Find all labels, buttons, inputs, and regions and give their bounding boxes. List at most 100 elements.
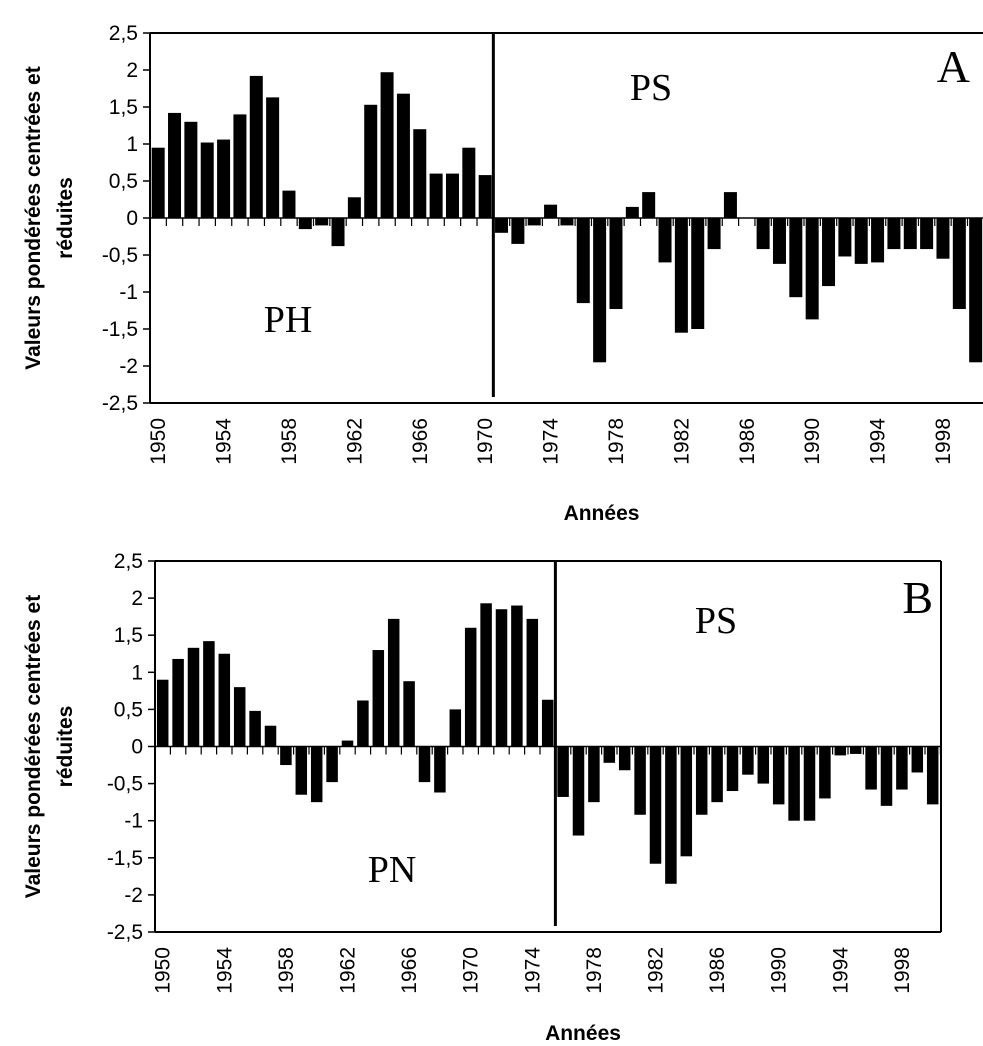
bar-1986 bbox=[711, 746, 723, 803]
bar-1993 bbox=[854, 218, 868, 264]
bar-1991 bbox=[822, 218, 836, 287]
bar-1961 bbox=[331, 218, 345, 247]
bar-1984 bbox=[680, 746, 693, 857]
bar-1963 bbox=[357, 700, 369, 747]
y-tick-label: -1 bbox=[119, 281, 138, 304]
x-tick-label: 1986 bbox=[706, 947, 729, 994]
y-tick-label: 2,5 bbox=[114, 550, 143, 573]
bar-1975 bbox=[541, 699, 554, 747]
bar-1966 bbox=[403, 681, 415, 747]
bar-1976 bbox=[576, 218, 590, 304]
bar-1950 bbox=[156, 679, 169, 747]
x-tick-label: 1958 bbox=[278, 418, 301, 465]
y-axis-title: Valeurs pondérées centrées et bbox=[22, 595, 45, 899]
y-tick-label: 2,5 bbox=[109, 22, 138, 45]
bar-1982 bbox=[649, 746, 662, 864]
bar-1965 bbox=[396, 93, 410, 218]
bar-1981 bbox=[658, 218, 672, 263]
x-tick-label: 1986 bbox=[736, 418, 759, 465]
panel-letter: A bbox=[937, 41, 970, 92]
bar-1991 bbox=[788, 746, 800, 821]
x-tick-label: 1958 bbox=[275, 947, 298, 994]
bar-1979 bbox=[603, 746, 616, 763]
bar-1982 bbox=[674, 218, 688, 333]
bar-1987 bbox=[756, 218, 770, 250]
x-tick-label: 1970 bbox=[460, 947, 483, 994]
bar-1967 bbox=[418, 746, 431, 783]
y-tick-label: -1 bbox=[124, 810, 143, 833]
bar-1956 bbox=[249, 75, 263, 218]
bar-1985 bbox=[723, 192, 737, 218]
bar-1969 bbox=[462, 147, 476, 218]
bar-1965 bbox=[387, 618, 400, 747]
bar-1958 bbox=[282, 190, 296, 218]
bar-1999 bbox=[952, 218, 966, 310]
bar-1981 bbox=[634, 746, 646, 815]
bar-1954 bbox=[218, 653, 231, 747]
y-tick-label: 0,5 bbox=[114, 698, 143, 721]
y-tick-label: 1 bbox=[131, 661, 143, 684]
bar-1969 bbox=[449, 709, 462, 747]
bar-1989 bbox=[757, 746, 770, 784]
bar-1988 bbox=[742, 746, 754, 775]
bar-1959 bbox=[295, 746, 308, 795]
chart-panel-b: 2,5 2 1,5 1 0,5 0 -0,5 -1 -1,5 -2 -2,5 1950 1954 1958… bbox=[22, 550, 942, 1045]
y-tick-label: 2 bbox=[131, 587, 143, 610]
y-tick-label: 1 bbox=[126, 133, 138, 156]
x-tick-label: 1962 bbox=[343, 418, 366, 465]
y-tick-label: -2 bbox=[119, 355, 138, 378]
bar-1953 bbox=[203, 641, 215, 747]
bar-1972 bbox=[511, 218, 525, 244]
bar-1962 bbox=[347, 197, 361, 218]
x-tick-label: 1954 bbox=[213, 418, 236, 465]
bar-1987 bbox=[726, 746, 739, 792]
bar-1992 bbox=[803, 746, 816, 821]
bar-1951 bbox=[172, 658, 184, 747]
y-tick-label: 1,5 bbox=[109, 96, 138, 119]
bar-1977 bbox=[593, 218, 607, 363]
bar-1970 bbox=[478, 175, 492, 218]
bar-1996 bbox=[865, 746, 877, 790]
bar-1962 bbox=[341, 740, 354, 747]
bar-1968 bbox=[445, 173, 459, 218]
bar-1955 bbox=[233, 114, 247, 218]
panel-letter: B bbox=[902, 572, 933, 623]
bar-1957 bbox=[264, 725, 277, 747]
bar-1996 bbox=[903, 218, 917, 250]
y-tick-label: -0,5 bbox=[107, 773, 143, 796]
bar-1980 bbox=[642, 192, 656, 218]
x-axis-title: Années bbox=[545, 1022, 621, 1045]
y-axis-title: réduites bbox=[54, 706, 77, 788]
bar-1953 bbox=[200, 142, 214, 218]
bar-1968 bbox=[434, 746, 446, 793]
bar-1997 bbox=[880, 746, 893, 806]
bar-1956 bbox=[249, 710, 261, 747]
x-tick-label: 1990 bbox=[801, 418, 824, 465]
y-tick-label: -0,5 bbox=[102, 244, 138, 267]
x-tick-label: 1954 bbox=[213, 947, 236, 994]
x-tick-label: 1978 bbox=[583, 947, 606, 994]
bar-1971 bbox=[480, 603, 492, 747]
y-tick-label: -1,5 bbox=[107, 847, 143, 870]
bar-1985 bbox=[695, 746, 708, 815]
x-tick-label: 1998 bbox=[891, 947, 914, 994]
x-tick-label: 1994 bbox=[867, 418, 890, 465]
bar-1961 bbox=[326, 746, 338, 783]
bar-1974 bbox=[544, 204, 558, 218]
x-tick-label: 1966 bbox=[409, 418, 432, 465]
x-tick-label: 1994 bbox=[829, 947, 852, 994]
bar-1964 bbox=[372, 650, 385, 747]
x-tick-label: 1962 bbox=[337, 947, 360, 994]
bar-1998 bbox=[936, 218, 950, 259]
bar-1950 bbox=[151, 147, 165, 218]
region-label-ps: PS bbox=[630, 67, 672, 109]
region-label-pn: PN bbox=[368, 849, 417, 891]
bar-2000 bbox=[969, 218, 983, 363]
bar-1997 bbox=[920, 218, 934, 250]
bar-1998 bbox=[896, 746, 908, 790]
bar-1990 bbox=[772, 746, 785, 805]
bar-1960 bbox=[315, 218, 329, 226]
bar-1964 bbox=[380, 72, 394, 218]
bar-1972 bbox=[495, 609, 508, 747]
